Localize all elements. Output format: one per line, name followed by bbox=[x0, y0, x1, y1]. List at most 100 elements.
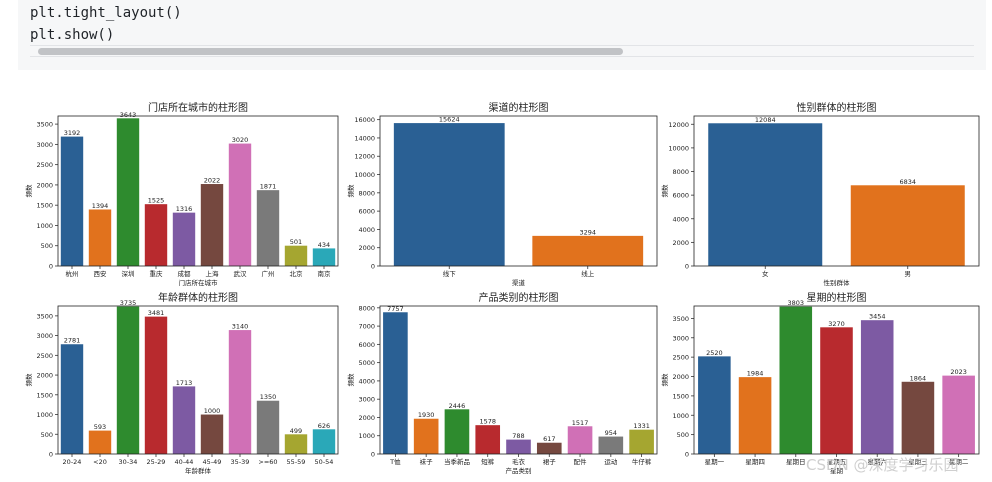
x-axis-label: 渠道 bbox=[512, 278, 526, 287]
x-tick-label: 50-54 bbox=[315, 458, 334, 466]
bar-value-label: 1864 bbox=[910, 374, 927, 382]
y-tick-label: 14000 bbox=[354, 134, 375, 142]
bar bbox=[860, 320, 894, 454]
bar bbox=[284, 245, 308, 266]
y-tick-label: 0 bbox=[371, 451, 375, 459]
bar bbox=[779, 306, 813, 454]
x-tick-label: 裙子 bbox=[543, 457, 557, 466]
x-tick-label: 30-34 bbox=[119, 458, 138, 466]
y-tick-label: 3000 bbox=[36, 332, 53, 340]
bar bbox=[144, 204, 168, 266]
chart-4: 年龄群体的柱形图 0 500 1000 1500 2000 2500 3000 3500 2781… bbox=[24, 291, 339, 475]
x-axis-label: 门店所在城市 bbox=[179, 278, 219, 287]
bar bbox=[532, 235, 644, 266]
bar bbox=[413, 418, 439, 454]
y-tick-label: 4000 bbox=[358, 377, 375, 385]
y-tick-label: 1000 bbox=[672, 412, 689, 420]
bar-value-label: 3454 bbox=[869, 313, 886, 321]
y-axis-label: 频数 bbox=[346, 373, 355, 387]
chart-1: 门店所在城市的柱形图 0 500 1000 1500 2000 2500 3000 3500 31… bbox=[24, 101, 339, 287]
x-axis-label: 产品类别 bbox=[506, 466, 532, 475]
y-tick-label: 8000 bbox=[358, 304, 375, 312]
y-axis-label: 频数 bbox=[346, 184, 355, 198]
bar-value-label: 1394 bbox=[92, 202, 109, 210]
chart-2: 渠道的柱形图 0 2000 4000 6000 8000 10000 12000 14000 16… bbox=[346, 101, 658, 287]
x-tick-label: 线上 bbox=[581, 269, 595, 278]
y-tick-label: 2500 bbox=[36, 161, 53, 169]
bar bbox=[200, 184, 224, 266]
chart-title: 年龄群体的柱形图 bbox=[158, 291, 238, 304]
axes-frame bbox=[379, 115, 658, 267]
bar-value-label: 499 bbox=[290, 427, 302, 435]
x-tick-label: <20 bbox=[93, 458, 107, 466]
x-tick-label: 配件 bbox=[574, 457, 588, 466]
y-tick-label: 0 bbox=[49, 263, 53, 271]
y-tick-label: 3500 bbox=[672, 315, 689, 323]
bar-value-label: 3140 bbox=[232, 323, 249, 331]
bar-value-label: 788 bbox=[512, 432, 524, 440]
x-tick-label: 运动 bbox=[604, 458, 618, 466]
bar bbox=[536, 442, 562, 454]
bar-value-label: 3481 bbox=[148, 309, 165, 317]
bar bbox=[475, 425, 501, 454]
y-tick-label: 0 bbox=[49, 451, 53, 459]
y-tick-label: 12000 bbox=[668, 121, 689, 129]
bar-value-label: 2446 bbox=[449, 402, 466, 410]
y-tick-label: 10000 bbox=[354, 171, 375, 179]
y-tick-label: 0 bbox=[371, 263, 375, 271]
x-axis-label: 性别群体 bbox=[824, 278, 851, 287]
y-tick-label: 2500 bbox=[36, 352, 53, 360]
y-tick-label: 12000 bbox=[354, 153, 375, 161]
chart-title: 门店所在城市的柱形图 bbox=[148, 101, 248, 114]
bar-value-label: 3020 bbox=[232, 136, 249, 144]
bar-value-label: 2781 bbox=[64, 337, 81, 345]
axes-frame bbox=[693, 305, 980, 455]
horizontal-scrollbar-track[interactable] bbox=[30, 45, 974, 57]
y-tick-label: 3000 bbox=[36, 141, 53, 149]
bar-value-label: 7757 bbox=[387, 305, 404, 313]
bar bbox=[708, 123, 823, 266]
bar-value-label: 2520 bbox=[706, 349, 723, 357]
bar bbox=[629, 429, 654, 454]
bar-value-label: 1525 bbox=[148, 197, 165, 205]
code-line-2: plt.show() bbox=[30, 27, 115, 43]
x-tick-label: 星期四 bbox=[745, 458, 765, 466]
y-tick-label: 3000 bbox=[672, 334, 689, 342]
bar-value-label: 1350 bbox=[260, 393, 277, 401]
x-tick-label: 北京 bbox=[290, 269, 304, 278]
bar-value-label: 12084 bbox=[755, 116, 776, 124]
bar bbox=[228, 143, 252, 266]
horizontal-scrollbar-thumb[interactable] bbox=[38, 48, 623, 55]
chart-title: 产品类别的柱形图 bbox=[479, 291, 559, 304]
x-tick-label: 当季新品 bbox=[444, 457, 470, 466]
y-tick-label: 5000 bbox=[358, 359, 375, 367]
bar bbox=[383, 312, 408, 454]
y-tick-label: 2000 bbox=[358, 414, 375, 422]
axes-frame bbox=[379, 305, 658, 455]
y-tick-label: 1500 bbox=[36, 391, 53, 399]
x-tick-label: 重庆 bbox=[150, 269, 164, 278]
x-tick-label: 上海 bbox=[206, 269, 220, 278]
y-tick-label: 500 bbox=[677, 431, 689, 439]
chart-3: 性别群体的柱形图 0 2000 4000 6000 8000 10000 12000 12084… bbox=[660, 101, 980, 287]
bar-value-label: 593 bbox=[94, 423, 106, 431]
y-tick-label: 6000 bbox=[358, 341, 375, 349]
bar bbox=[506, 439, 531, 454]
x-tick-label: 牛仔裤 bbox=[632, 457, 652, 466]
bar-value-label: 617 bbox=[543, 435, 555, 443]
x-tick-label: 女 bbox=[762, 269, 769, 278]
bar bbox=[598, 436, 624, 454]
y-tick-label: 3000 bbox=[358, 396, 375, 404]
y-tick-label: 1500 bbox=[36, 202, 53, 210]
x-tick-label: 星期一 bbox=[705, 458, 725, 466]
bar bbox=[228, 330, 252, 454]
bar bbox=[172, 212, 196, 266]
bar-value-label: 1871 bbox=[260, 183, 277, 191]
y-tick-label: 7000 bbox=[358, 323, 375, 331]
bar bbox=[60, 344, 84, 454]
y-tick-label: 4000 bbox=[358, 226, 375, 234]
y-tick-label: 3500 bbox=[36, 312, 53, 320]
code-line-1: plt.tight_layout() bbox=[30, 5, 182, 21]
bar bbox=[88, 209, 112, 266]
y-tick-label: 6000 bbox=[358, 208, 375, 216]
